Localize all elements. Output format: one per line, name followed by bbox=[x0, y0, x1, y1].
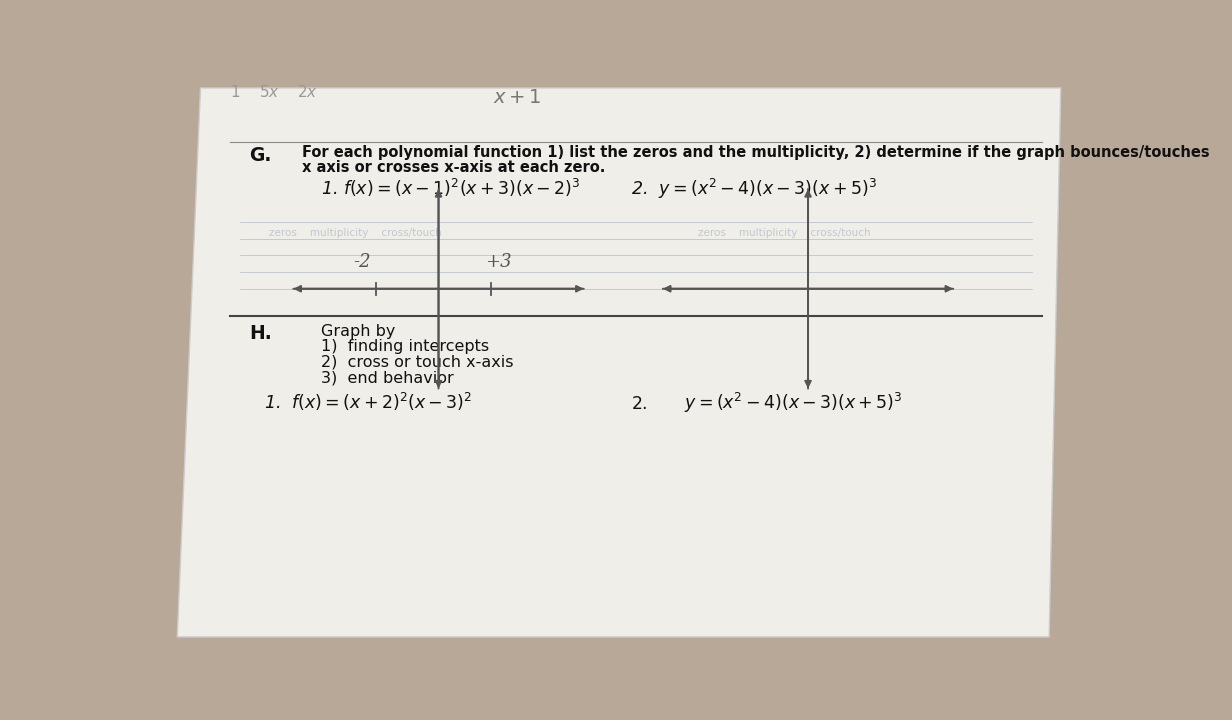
Text: $1$    $5x$    $2x$: $1$ $5x$ $2x$ bbox=[230, 84, 318, 101]
Polygon shape bbox=[177, 88, 1061, 637]
Text: 1. $f(x)=(x-1)^2(x+3)(x-2)^3$: 1. $f(x)=(x-1)^2(x+3)(x-2)^3$ bbox=[322, 176, 580, 199]
Text: 2)  cross or touch x-axis: 2) cross or touch x-axis bbox=[322, 355, 514, 370]
Text: zeros    multiplicity    cross/touch: zeros multiplicity cross/touch bbox=[699, 228, 871, 238]
Text: G.: G. bbox=[250, 146, 272, 166]
Text: zeros    multiplicity    cross/touch: zeros multiplicity cross/touch bbox=[269, 228, 441, 238]
Text: Graph by: Graph by bbox=[322, 324, 395, 339]
Text: x axis or crosses x-axis at each zero.: x axis or crosses x-axis at each zero. bbox=[302, 161, 605, 176]
Text: -2: -2 bbox=[354, 253, 371, 271]
Text: $x+1$: $x+1$ bbox=[493, 89, 541, 107]
Text: 1.  $f(x)=(x+2)^2(x-3)^2$: 1. $f(x)=(x+2)^2(x-3)^2$ bbox=[264, 391, 472, 413]
Text: $y=(x^2-4)(x-3)(x+5)^3$: $y=(x^2-4)(x-3)(x+5)^3$ bbox=[684, 391, 903, 415]
Text: 2.  $y=(x^2-4)(x-3)(x+5)^3$: 2. $y=(x^2-4)(x-3)(x+5)^3$ bbox=[632, 176, 877, 200]
Text: For each polynomial function 1) list the zeros and the multiplicity, 2) determin: For each polynomial function 1) list the… bbox=[302, 145, 1210, 161]
Text: +3: +3 bbox=[485, 253, 513, 271]
Text: 3)  end behavior: 3) end behavior bbox=[322, 371, 453, 385]
Text: 2.: 2. bbox=[632, 395, 648, 413]
Text: 1)  finding intercepts: 1) finding intercepts bbox=[322, 339, 489, 354]
Text: H.: H. bbox=[250, 324, 272, 343]
